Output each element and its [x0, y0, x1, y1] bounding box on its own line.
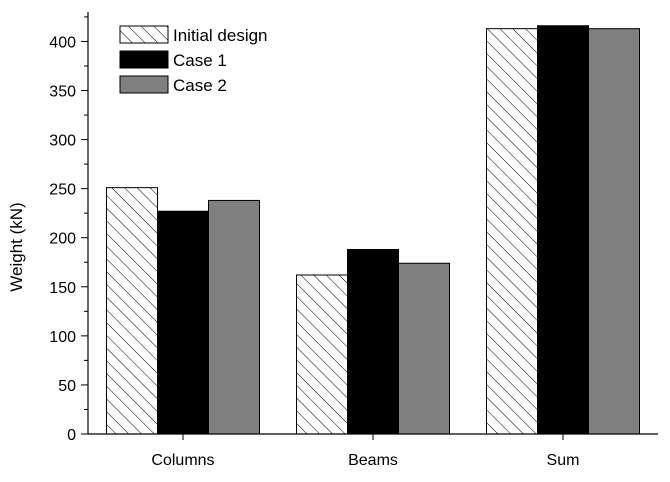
- x-tick-label-beams: Beams: [348, 452, 398, 469]
- bar-sum-initial-design: [486, 28, 538, 435]
- legend-label-initial-design: Initial design: [173, 26, 268, 45]
- bar-sum-case-2: [588, 28, 640, 435]
- bar-columns-case-2: [208, 199, 260, 435]
- x-tick-label-columns: Columns: [151, 452, 214, 469]
- bar-beams-case-2: [398, 262, 450, 435]
- bar-beams-initial-design: [296, 274, 348, 435]
- legend: Initial design Case 1 Case 2: [119, 25, 268, 95]
- bars-group: [106, 25, 640, 435]
- y-tick-label: 200: [49, 231, 76, 248]
- y-tick-label: 400: [49, 34, 76, 51]
- bar-columns-initial-design: [106, 187, 158, 435]
- y-axis-title: Weight (kN): [7, 202, 26, 291]
- x-tick-label-sum: Sum: [547, 452, 580, 469]
- legend-swatch-initial-design: [119, 25, 169, 44]
- legend-label-case-1: Case 1: [173, 51, 227, 70]
- y-tick-label: 300: [49, 133, 76, 150]
- y-tick-label: 250: [49, 182, 76, 199]
- legend-label-case-2: Case 2: [173, 76, 227, 95]
- y-tick-label: 350: [49, 84, 76, 101]
- y-tick-label: 0: [67, 427, 76, 444]
- y-tick-label: 100: [49, 329, 76, 346]
- bar-beams-case-1: [347, 248, 399, 435]
- legend-swatch-case-1: [119, 50, 169, 69]
- y-tick-label: 50: [58, 378, 76, 395]
- y-tick-label: 150: [49, 280, 76, 297]
- bar-columns-case-1: [157, 210, 209, 435]
- axes-group: Columns Beams Sum 0 50 100 150 200 250 300 350 400: [49, 12, 658, 469]
- legend-swatch-case-2: [119, 75, 169, 94]
- bar-sum-case-1: [537, 25, 589, 435]
